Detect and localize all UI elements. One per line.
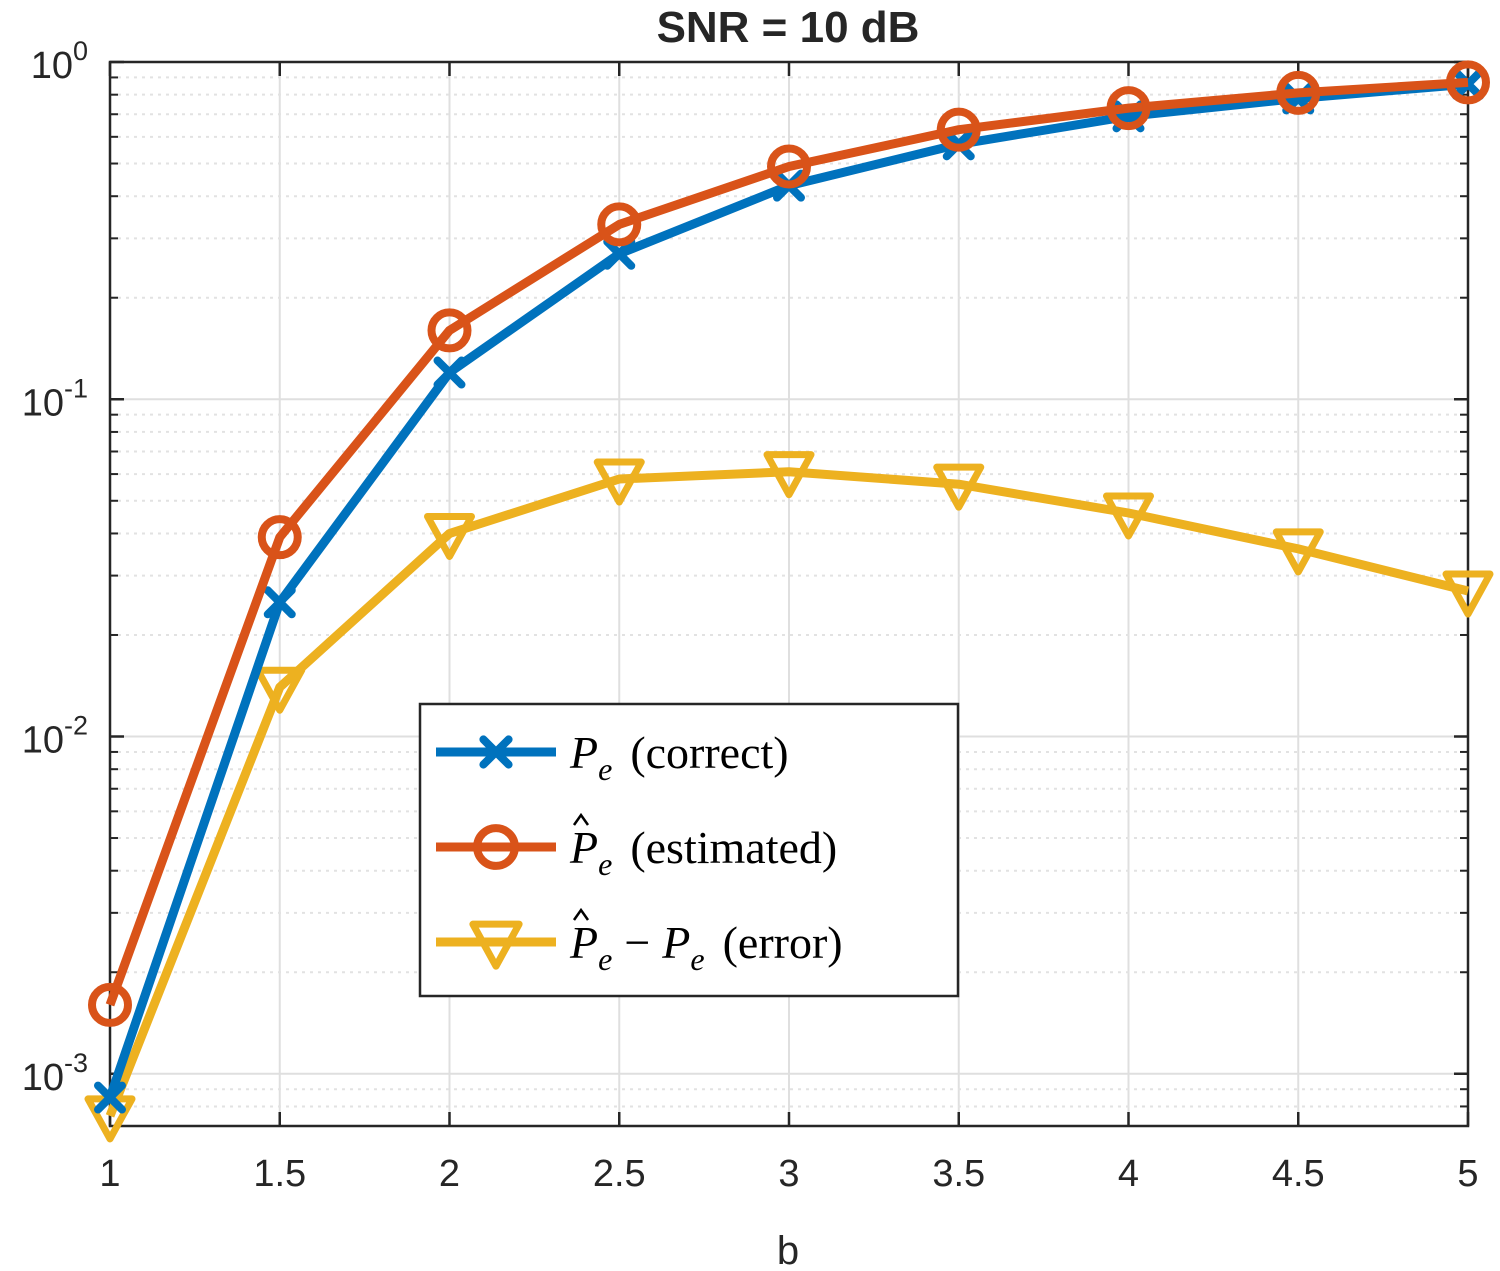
data-point [433, 356, 466, 389]
x-tick-label: 2.5 [593, 1153, 646, 1195]
legend-symbol-2: P [661, 917, 690, 968]
data-point [597, 202, 642, 247]
data-point [1272, 528, 1324, 576]
data-point [593, 458, 645, 506]
data-point [424, 512, 475, 560]
legend-marker [479, 735, 513, 769]
data-point [933, 463, 985, 511]
data-point [257, 515, 302, 560]
data-point [767, 144, 811, 189]
data-point [1442, 570, 1494, 618]
legend-text: (correct) [630, 727, 788, 778]
x-axis-label: b [777, 1229, 799, 1271]
data-point [254, 666, 306, 714]
legend-hat [572, 812, 590, 826]
y-tick-base: 10 [22, 1057, 64, 1099]
data-point [1106, 86, 1151, 131]
data-point [1446, 60, 1490, 105]
legend: Pe (correct)Pe (estimated)Pe − Pe (error) [418, 702, 960, 998]
data-point [263, 586, 296, 619]
y-tick-base: 10 [31, 45, 73, 87]
data-point [1103, 492, 1154, 540]
x-tick-label: 4.5 [1272, 1153, 1325, 1195]
chart-title: SNR = 10 dB [657, 3, 920, 52]
legend-label: Pe (estimated) [569, 822, 837, 882]
series-layer [84, 60, 1494, 1143]
legend-label: Pe − Pe (error) [569, 917, 843, 977]
y-tick-base: 10 [22, 720, 64, 762]
legend-marker [473, 824, 519, 870]
y-tick-label: 100 [31, 36, 88, 87]
data-point [1276, 70, 1321, 115]
legend-symbol: P [569, 917, 598, 968]
legend-subscript-2: e [690, 941, 704, 977]
y-tick-label: 10-3 [22, 1048, 88, 1099]
y-tick-exponent: -1 [64, 373, 88, 403]
y-tick-label: 10-1 [22, 373, 88, 424]
y-tick-exponent: -2 [64, 711, 88, 741]
legend-text: (error) [723, 917, 843, 968]
legend-entry: Pe (correct) [436, 727, 789, 787]
y-tick-exponent: -3 [64, 1048, 88, 1078]
y-tick-label: 10-2 [22, 711, 88, 762]
x-tick-label: 1 [99, 1153, 120, 1195]
legend-text: (estimated) [630, 822, 837, 873]
legend-label: Pe (correct) [569, 727, 789, 787]
legend-subscript: e [598, 751, 612, 787]
data-point [936, 107, 981, 152]
data-point [763, 451, 815, 499]
series-line [105, 467, 1470, 1118]
legend-symbol: P [569, 822, 598, 873]
x-tick-label: 4 [1118, 1153, 1139, 1195]
data-point [88, 982, 132, 1027]
legend-subscript: e [598, 846, 612, 882]
series-line [105, 77, 1469, 1007]
data-point [603, 237, 636, 270]
y-tick-exponent: 0 [73, 36, 88, 66]
series-1 [88, 60, 1490, 1027]
x-tick-label: 3.5 [932, 1153, 985, 1195]
y-tick-base: 10 [22, 382, 64, 424]
legend-marker [469, 920, 523, 970]
legend-subscript: e [598, 941, 612, 977]
legend-minus: − [624, 917, 650, 968]
data-point [427, 308, 472, 353]
x-tick-label: 5 [1457, 1153, 1478, 1195]
legend-entry: Pe − Pe (error) [436, 907, 843, 977]
legend-entry: Pe (estimated) [436, 812, 837, 882]
legend-symbol: P [569, 727, 598, 778]
x-tick-label: 1.5 [253, 1153, 306, 1195]
legend-hat [572, 907, 590, 921]
x-tick-label: 3 [778, 1153, 799, 1195]
data-point [94, 1081, 126, 1114]
x-tick-label: 2 [439, 1153, 460, 1195]
